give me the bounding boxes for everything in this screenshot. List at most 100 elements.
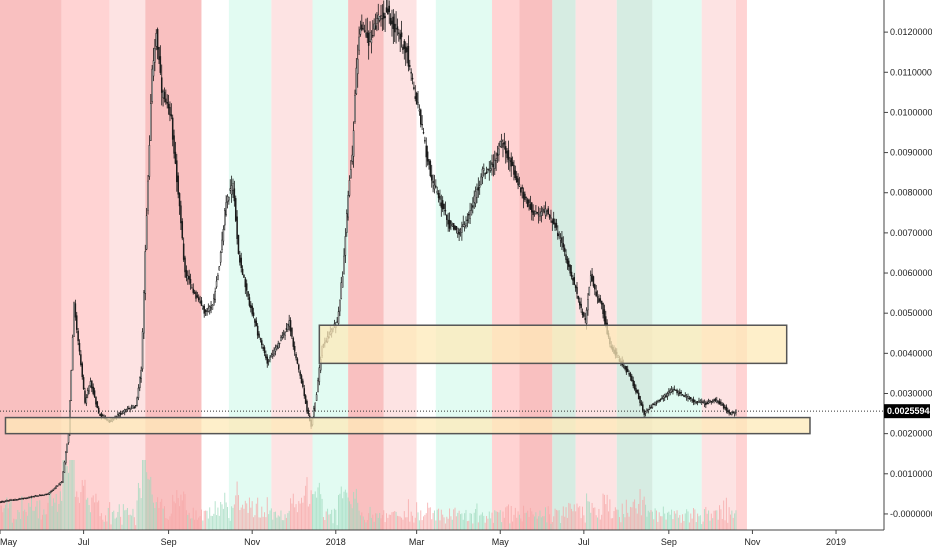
background-band [0, 0, 62, 530]
candle-body [698, 400, 700, 403]
volume-bar [135, 525, 137, 530]
candle-body [12, 499, 15, 501]
volume-bar [514, 507, 516, 530]
candle-body [158, 46, 160, 60]
volume-bar [683, 521, 685, 530]
candle-body [269, 357, 271, 360]
volume-bar [266, 497, 268, 530]
volume-bar [729, 514, 731, 530]
volume-bar [381, 514, 383, 530]
candle-body [392, 16, 395, 29]
candle-body [592, 276, 595, 287]
candle-body [591, 273, 593, 281]
candle-body [659, 398, 662, 401]
volume-bar [405, 517, 407, 530]
volume-bar [662, 506, 664, 530]
volume-bar [336, 525, 338, 530]
candle-body [487, 168, 489, 170]
volume-bar [420, 510, 422, 530]
candle-body [589, 275, 592, 283]
candle-body [472, 205, 474, 208]
volume-bar [390, 514, 392, 530]
volume-bar [407, 499, 409, 530]
candle-body [254, 318, 256, 323]
candle-body [302, 380, 304, 388]
candle-body [341, 275, 344, 288]
volume-bar [532, 514, 534, 530]
candle-body [583, 312, 585, 317]
candle-body [584, 318, 586, 321]
candle-body [679, 392, 681, 395]
volume-bar [688, 522, 690, 530]
volume-bar [327, 508, 329, 530]
candle-body [73, 302, 75, 337]
volume-bar [51, 506, 53, 530]
volume-bar [95, 493, 97, 530]
volume-bar [509, 523, 511, 530]
volume-bar [318, 482, 320, 530]
volume-bar [450, 516, 452, 530]
volume-bar [518, 514, 520, 530]
volume-bar [534, 516, 536, 530]
volume-bar [76, 491, 78, 530]
volume-bar [55, 493, 57, 530]
volume-bar [692, 508, 694, 530]
candle-body [240, 257, 242, 269]
volume-bar [527, 510, 529, 530]
candle-body [202, 305, 204, 309]
candle-body [276, 345, 278, 350]
candle-body [391, 20, 393, 25]
candle-body [70, 370, 73, 401]
volume-bar [725, 497, 727, 530]
candle-body [662, 396, 665, 399]
volume-bar [451, 519, 453, 530]
volume-bar [705, 506, 707, 530]
candle-body [642, 404, 644, 411]
volume-bar [645, 504, 647, 530]
background-band [416, 0, 436, 530]
volume-bar [66, 466, 68, 530]
volume-bar [111, 511, 113, 530]
volume-bar [370, 517, 372, 530]
volume-bar [224, 492, 226, 530]
volume-bar [246, 503, 248, 530]
candle-body [450, 220, 452, 224]
volume-bar [285, 517, 287, 530]
volume-bar [353, 491, 355, 530]
candle-body [440, 202, 443, 208]
volume-bar [306, 477, 308, 530]
volume-bar [486, 516, 488, 530]
volume-bar [385, 513, 387, 530]
volume-bar [714, 510, 716, 530]
volume-bar [538, 516, 540, 530]
candle-body [189, 278, 192, 284]
candle-body [670, 389, 673, 393]
candle-body [80, 354, 82, 365]
volume-bar [181, 500, 183, 530]
volume-bar [310, 490, 312, 530]
candle-body [232, 183, 234, 191]
candle-body [466, 219, 469, 221]
candle-body [596, 296, 599, 298]
volume-bar [517, 511, 519, 530]
candle-body [255, 320, 258, 327]
candle-body [529, 204, 532, 210]
volume-bar [283, 520, 285, 530]
candle-body [551, 220, 554, 224]
candle-body [263, 347, 266, 354]
candle-body [180, 205, 182, 224]
volume-bar [177, 498, 179, 530]
volume-bar [484, 522, 486, 530]
volume-bar [274, 511, 276, 530]
volume-bar [351, 508, 353, 530]
volume-bar [413, 522, 415, 530]
volume-bar [362, 516, 364, 530]
volume-bar [258, 517, 260, 530]
volume-bar [259, 517, 261, 530]
candle-body [225, 202, 227, 215]
candle-body [647, 409, 650, 411]
candle-body [160, 77, 163, 93]
candle-body [133, 406, 136, 409]
x-tick-label: Nov [744, 537, 761, 547]
candle-body [185, 269, 188, 278]
